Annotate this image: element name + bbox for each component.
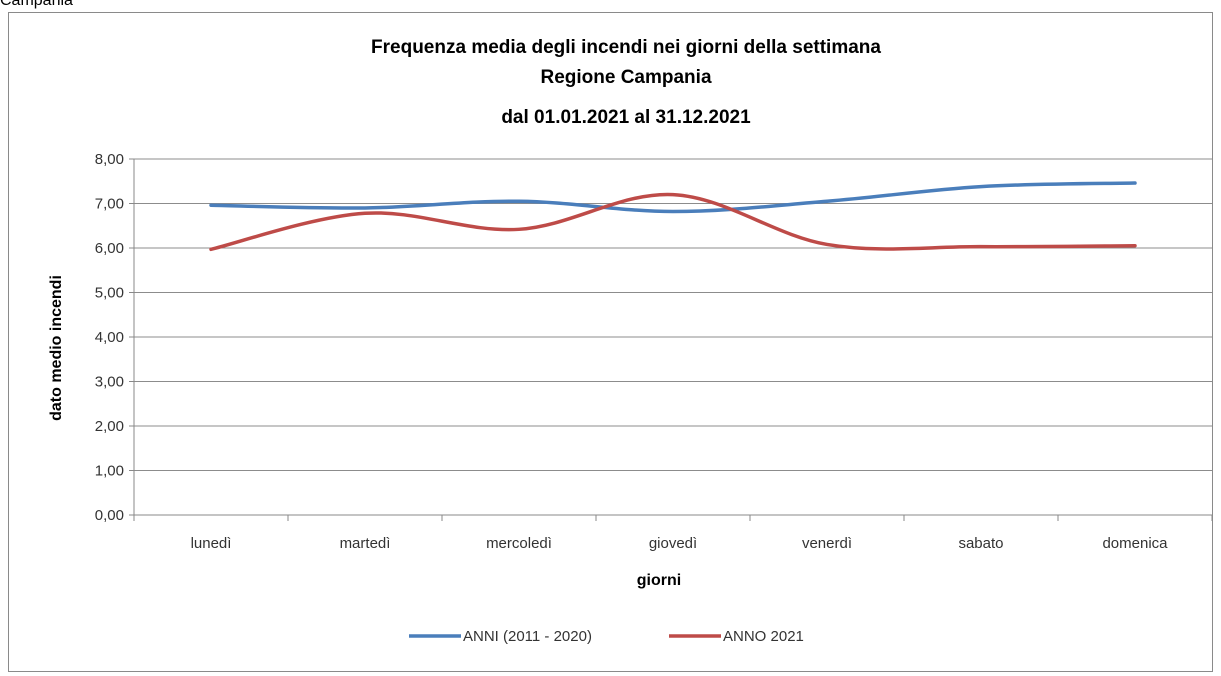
y-tick-label: 7,00: [95, 196, 124, 213]
top-text-fragment: Campania: [0, 0, 73, 10]
y-axis-ticks: 0,00 1,00 2,00 3,00 4,00 5,00 6,00 7,00 8,00: [95, 151, 134, 524]
x-tick-label: sabato: [958, 535, 1003, 552]
y-tick-label: 3,00: [95, 374, 124, 391]
legend: ANNI (2011 - 2020) ANNO 2021: [409, 628, 804, 645]
legend-label: ANNO 2021: [723, 628, 804, 645]
legend-label: ANNI (2011 - 2020): [463, 628, 592, 645]
y-tick-label: 8,00: [95, 151, 124, 168]
series-lines: [211, 183, 1135, 249]
x-axis-ticks: lunedì martedì mercoledì giovedì venerdì saba…: [134, 515, 1212, 552]
y-tick-label: 5,00: [95, 285, 124, 302]
x-tick-label: martedì: [340, 535, 391, 552]
chart-frame: Frequenza media degli incendi nei giorni…: [8, 12, 1213, 672]
x-tick-label: giovedì: [649, 535, 697, 552]
y-tick-label: 0,00: [95, 507, 124, 524]
line-chart: Frequenza media degli incendi nei giorni…: [9, 13, 1212, 671]
x-tick-label: domenica: [1102, 535, 1168, 552]
y-tick-label: 6,00: [95, 240, 124, 257]
y-tick-label: 2,00: [95, 418, 124, 435]
chart-title-line-1: Frequenza media degli incendi nei giorni…: [371, 37, 881, 58]
x-tick-label: mercoledì: [486, 535, 552, 552]
series-line-2: [211, 194, 1135, 249]
x-tick-label: lunedì: [191, 535, 232, 552]
y-tick-label: 4,00: [95, 329, 124, 346]
legend-item-1: ANNI (2011 - 2020): [409, 628, 592, 645]
legend-item-2: ANNO 2021: [669, 628, 804, 645]
y-tick-label: 1,00: [95, 463, 124, 480]
series-line-1: [211, 183, 1135, 211]
x-axis-label: giorni: [637, 572, 681, 589]
chart-title: Frequenza media degli incendi nei giorni…: [371, 37, 881, 128]
chart-title-line-2: Regione Campania: [540, 67, 711, 88]
chart-title-line-3: dal 01.01.2021 al 31.12.2021: [501, 107, 751, 128]
y-axis-label: dato medio incendi: [48, 275, 65, 421]
x-tick-label: venerdì: [802, 535, 852, 552]
